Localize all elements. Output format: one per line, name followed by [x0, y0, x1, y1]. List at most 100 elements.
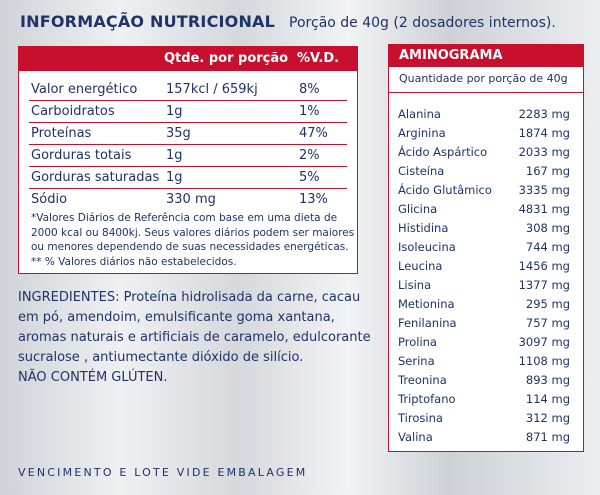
- amino-name: Metionina: [398, 297, 455, 311]
- list-item: Glicina 4831 mg: [398, 202, 570, 221]
- amino-value: 893 mg: [525, 373, 570, 387]
- list-item: Treonina 893 mg: [398, 373, 570, 392]
- nutrient-name: Proteínas: [31, 126, 92, 141]
- nutrient-vd: 5%: [299, 170, 320, 185]
- amino-value: 114 mg: [525, 392, 570, 406]
- list-item: Prolina 3097 mg: [398, 335, 570, 354]
- amino-name: Lisina: [398, 278, 432, 292]
- amino-name: Arginina: [398, 126, 446, 140]
- list-item: Triptofano 114 mg: [398, 392, 570, 411]
- amino-name: Fenilanina: [398, 316, 457, 330]
- amino-name: Alanina: [398, 107, 441, 121]
- amino-value: 1377 mg: [518, 278, 570, 292]
- nutrient-name: Gorduras saturadas: [31, 170, 160, 185]
- amino-name: Treonina: [398, 373, 447, 387]
- aminogram-subtitle: Quantidade por porção de 40g: [399, 72, 568, 85]
- footnote-line: ou menores dependendo de suas necessidad…: [31, 241, 349, 253]
- nutrient-qty: 157kcl / 659kj: [166, 82, 258, 97]
- amino-value: 2033 mg: [518, 145, 570, 159]
- table-row: Gorduras totais 1g 2%: [29, 145, 347, 167]
- table-row: Valor energético 157kcl / 659kj 8%: [29, 79, 347, 101]
- divider: [389, 92, 583, 93]
- nutrient-qty: 1g: [166, 170, 183, 185]
- amino-name: Prolina: [398, 335, 437, 349]
- nutrient-name: Valor energético: [31, 82, 138, 97]
- nutrition-footnotes: *Valores Diários de Referência com base …: [31, 211, 355, 269]
- column-header-qty: Qtde. por porção: [164, 51, 289, 66]
- amino-name: Valina: [398, 430, 433, 444]
- nutrient-name: Carboidratos: [31, 104, 115, 119]
- ingredients-line: em pó, amendoim, emulsificante goma xant…: [18, 310, 335, 325]
- nutrient-qty: 1g: [166, 104, 183, 119]
- footnote-line: *Valores Diários de Referência com base …: [31, 212, 338, 224]
- nutrient-qty: 1g: [166, 148, 183, 163]
- amino-value: 2283 mg: [518, 107, 570, 121]
- list-item: Leucina 1456 mg: [398, 259, 570, 278]
- list-item: Tirosina 312 mg: [398, 411, 570, 430]
- amino-value: 167 mg: [525, 164, 570, 178]
- nutrition-title: INFORMAÇÃO NUTRICIONAL: [20, 12, 276, 31]
- table-row: Sódio 330 mg 13%: [29, 189, 347, 210]
- nutrient-vd: 13%: [299, 192, 328, 207]
- aminogram-title: AMINOGRAMA: [389, 45, 583, 67]
- list-item: Fenilanina 757 mg: [398, 316, 570, 335]
- amino-value: 312 mg: [525, 411, 570, 425]
- nutrition-table-header: Qtde. por porção %V.D.: [19, 47, 357, 71]
- amino-name: Serina: [398, 354, 435, 368]
- amino-value: 757 mg: [525, 316, 570, 330]
- amino-name: Ácido Aspártico: [398, 145, 488, 159]
- ingredients-line: aromas naturais e artificiais de caramel…: [18, 330, 371, 345]
- expiry-notice: VENCIMENTO E LOTE VIDE EMBALAGEM: [18, 466, 308, 479]
- aminogram-list: Alanina 2283 mg Arginina 1874 mg Ácido Asp…: [398, 107, 570, 449]
- list-item: Histidina 308 mg: [398, 221, 570, 240]
- ingredients-line: sucralose , antiumectante dióxido de sil…: [18, 350, 304, 365]
- nutrient-name: Gorduras totais: [31, 148, 132, 163]
- list-item: Metionina 295 mg: [398, 297, 570, 316]
- amino-value: 295 mg: [525, 297, 570, 311]
- amino-value: 744 mg: [525, 240, 570, 254]
- list-item: Ácido Aspártico 2033 mg: [398, 145, 570, 164]
- list-item: Isoleucina 744 mg: [398, 240, 570, 259]
- amino-value: 1456 mg: [518, 259, 570, 273]
- nutrition-rows: Valor energético 157kcl / 659kj 8% Carboid…: [29, 79, 347, 210]
- nutrient-vd: 8%: [299, 82, 320, 97]
- list-item: Alanina 2283 mg: [398, 107, 570, 126]
- list-item: Cisteína 167 mg: [398, 164, 570, 183]
- amino-value: 1108 mg: [518, 354, 570, 368]
- nutrient-vd: 47%: [299, 126, 328, 141]
- nutrient-qty: 35g: [166, 126, 191, 141]
- amino-value: 308 mg: [525, 221, 570, 235]
- amino-name: Ácido Glutâmico: [398, 183, 492, 197]
- header: INFORMAÇÃO NUTRICIONAL Porção de 40g (2 d…: [20, 12, 590, 31]
- nutrient-qty: 330 mg: [166, 192, 216, 207]
- list-item: Lisina 1377 mg: [398, 278, 570, 297]
- amino-name: Leucina: [398, 259, 443, 273]
- amino-name: Tirosina: [398, 411, 443, 425]
- list-item: Ácido Glutâmico 3335 mg: [398, 183, 570, 202]
- amino-name: Histidina: [398, 221, 449, 235]
- gluten-warning: NÃO CONTÉM GLÚTEN.: [18, 370, 168, 385]
- column-header-vd: %V.D.: [297, 51, 340, 66]
- amino-value: 871 mg: [525, 430, 570, 444]
- amino-value: 3335 mg: [518, 183, 570, 197]
- footnote-line: ** % Valores diários não estabelecidos.: [31, 255, 237, 268]
- aminogram-table: AMINOGRAMA Quantidade por porção de 40g …: [388, 44, 584, 452]
- amino-value: 3097 mg: [518, 335, 570, 349]
- amino-name: Cisteína: [398, 164, 445, 178]
- table-row: Carboidratos 1g 1%: [29, 101, 347, 123]
- amino-name: Triptofano: [398, 392, 456, 406]
- amino-value: 1874 mg: [518, 126, 570, 140]
- table-row: Proteínas 35g 47%: [29, 123, 347, 145]
- list-item: Arginina 1874 mg: [398, 126, 570, 145]
- amino-name: Glicina: [398, 202, 438, 216]
- nutrient-vd: 1%: [299, 104, 320, 119]
- ingredients-line: INGREDIENTES: Proteína hidrolisada da ca…: [18, 290, 361, 305]
- portion-text: Porção de 40g (2 dosadores internos).: [289, 15, 556, 31]
- nutrient-name: Sódio: [31, 192, 68, 207]
- table-row: Gorduras saturadas 1g 5%: [29, 167, 347, 189]
- list-item: Valina 871 mg: [398, 430, 570, 449]
- amino-name: Isoleucina: [398, 240, 456, 254]
- ingredients: INGREDIENTES: Proteína hidrolisada da ca…: [18, 288, 371, 388]
- footnote-line: 2000 kcal ou 8400kj. Seus valores diário…: [31, 226, 355, 239]
- nutrient-vd: 2%: [299, 148, 320, 163]
